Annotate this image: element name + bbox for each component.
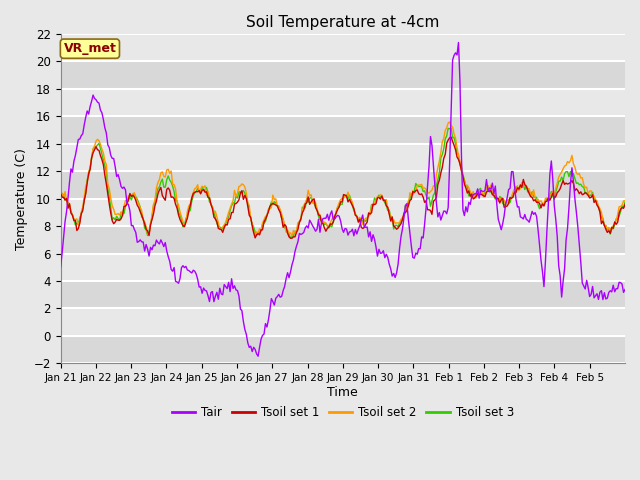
- Bar: [61, 144, 625, 171]
- Text: VR_met: VR_met: [63, 42, 116, 55]
- Bar: [61, 116, 625, 144]
- Bar: [61, 61, 625, 89]
- Legend: Tair, Tsoil set 1, Tsoil set 2, Tsoil set 3: Tair, Tsoil set 1, Tsoil set 2, Tsoil se…: [167, 401, 518, 423]
- Bar: [61, 171, 625, 199]
- Bar: [61, 226, 625, 253]
- Bar: [61, 281, 625, 309]
- X-axis label: Time: Time: [328, 386, 358, 399]
- Bar: [61, 34, 625, 61]
- Bar: [61, 199, 625, 226]
- Title: Soil Temperature at -4cm: Soil Temperature at -4cm: [246, 15, 440, 30]
- Bar: [61, 336, 625, 363]
- Bar: [61, 89, 625, 116]
- Bar: [61, 253, 625, 281]
- Y-axis label: Temperature (C): Temperature (C): [15, 148, 28, 250]
- Bar: [61, 309, 625, 336]
